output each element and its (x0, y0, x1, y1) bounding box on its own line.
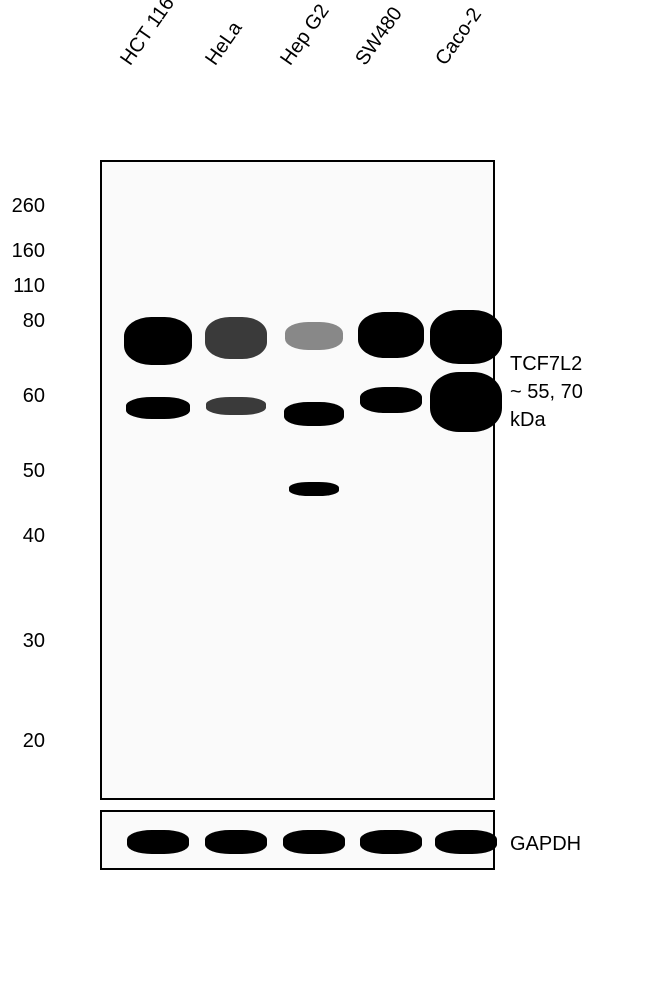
marker-label: 50 (23, 460, 45, 483)
marker-label: 40 (23, 525, 45, 548)
protein-band (124, 317, 192, 365)
protein-band (285, 322, 343, 350)
gapdh-band (360, 830, 422, 854)
marker-label: 260 (12, 195, 45, 218)
gapdh-band (283, 830, 345, 854)
protein-band (358, 312, 424, 358)
western-blot-figure: HCT 116 HeLa Hep G2 SW480 Caco-2 260 160… (40, 40, 610, 961)
lane-label: Caco-2 (431, 4, 487, 70)
lane-label: HCT 116 (116, 0, 180, 70)
marker-label: 20 (23, 730, 45, 753)
target-name: TCF7L2 (510, 350, 610, 378)
main-blot-panel (100, 160, 495, 800)
lane-label: HeLa (201, 18, 247, 70)
protein-band (360, 387, 422, 413)
marker-label: 80 (23, 310, 45, 333)
marker-label: 160 (12, 240, 45, 263)
lane-label: SW480 (351, 3, 407, 70)
loading-control-label: GAPDH (510, 830, 581, 858)
gapdh-blot-panel (100, 810, 495, 870)
protein-band (284, 402, 344, 426)
gapdh-band (435, 830, 497, 854)
gapdh-band (127, 830, 189, 854)
gapdh-band (205, 830, 267, 854)
protein-band (126, 397, 190, 419)
target-protein-label: TCF7L2 ~ 55, 70 kDa (510, 350, 610, 434)
marker-label: 30 (23, 630, 45, 653)
protein-band (430, 310, 502, 364)
protein-band (206, 397, 266, 415)
marker-label: 110 (13, 275, 45, 298)
target-size: ~ 55, 70 kDa (510, 378, 610, 434)
protein-band (289, 482, 339, 496)
protein-band (430, 372, 502, 432)
marker-label: 60 (23, 385, 45, 408)
lane-label: Hep G2 (276, 0, 334, 70)
protein-band (205, 317, 267, 359)
